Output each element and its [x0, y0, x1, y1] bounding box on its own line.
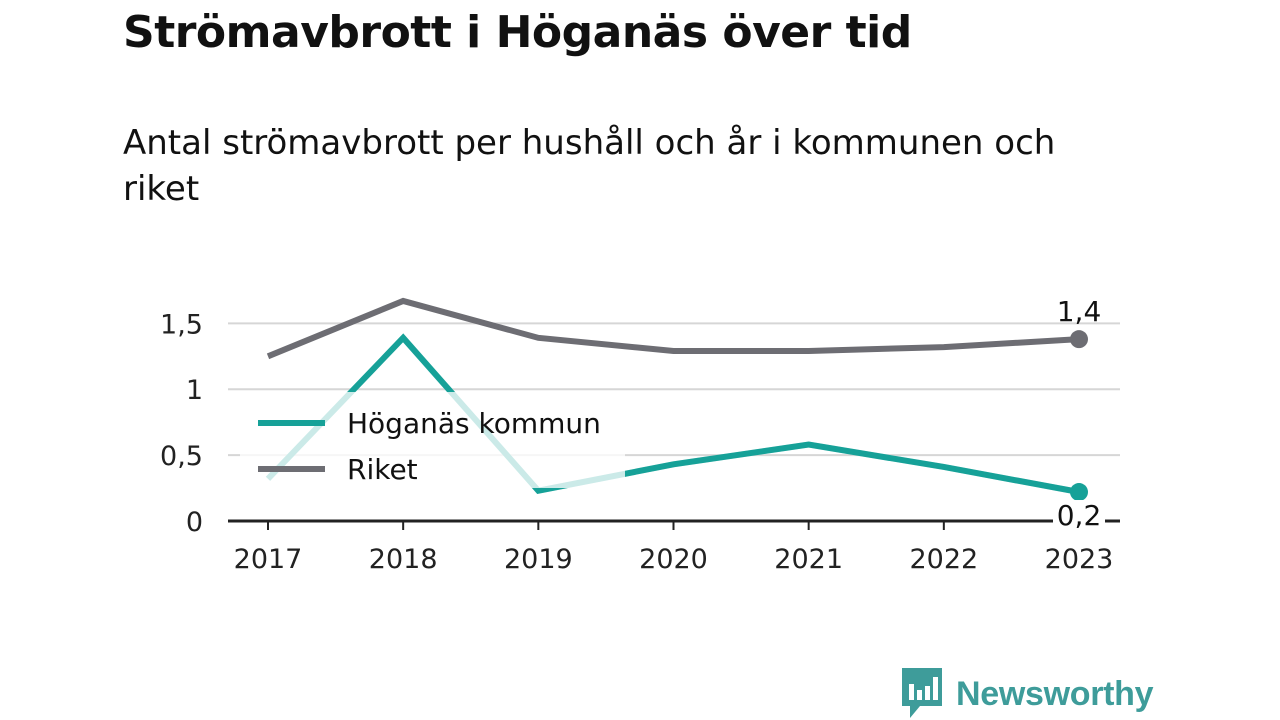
newsworthy-logo-icon	[902, 668, 942, 718]
riket-end-label: 1,4	[1057, 295, 1102, 328]
brand: Newsworthy	[902, 668, 1154, 720]
x-tick-label: 2017	[234, 544, 303, 575]
data-labels: 1,4 0,2	[1053, 295, 1105, 532]
hoganas-line	[265, 333, 1080, 495]
y-tick-label: 1	[186, 375, 203, 406]
x-tick-label: 2019	[504, 544, 573, 575]
y-tick-label: 0	[186, 507, 203, 538]
riket-line	[266, 297, 1080, 360]
y-tick-label: 1,5	[160, 309, 203, 340]
hoganas-end-label: 0,2	[1057, 499, 1102, 532]
axes: 0 0,5 1 1,5 2017 2018 2019 2020 2021 2022 2023	[160, 309, 1120, 575]
riket-end-point	[1070, 330, 1088, 349]
x-tick-label: 2022	[909, 544, 978, 575]
legend-label: Riket	[347, 453, 418, 486]
x-tick-label: 2020	[639, 544, 708, 575]
label-knockout	[1053, 500, 1105, 531]
x-tick-label: 2023	[1045, 544, 1114, 575]
chart-title: Strömavbrott i Höganäs över tid	[123, 7, 912, 58]
chart-subtitle: Antal strömavbrott per hushåll och år i …	[123, 123, 1056, 209]
x-tick-label: 2021	[774, 544, 843, 575]
hoganas-end-point	[1070, 483, 1088, 502]
legend-label: Höganäs kommun	[347, 407, 601, 440]
brand-name: Newsworthy	[956, 674, 1154, 713]
x-tick-label: 2018	[369, 544, 438, 575]
y-tick-label: 0,5	[160, 441, 203, 472]
legend: Höganäs kommun Riket	[240, 392, 625, 488]
